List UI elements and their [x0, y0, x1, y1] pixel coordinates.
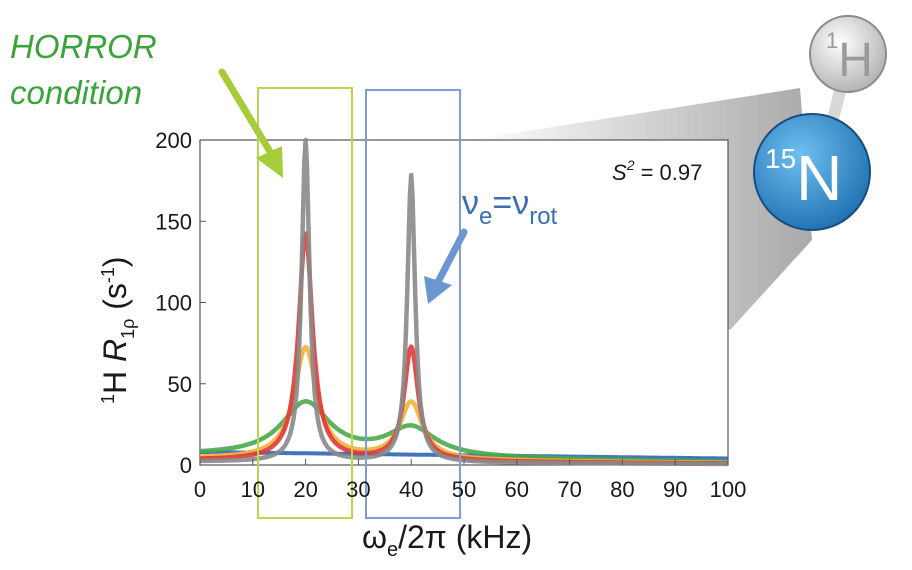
y-axis-presup: 1: [98, 394, 118, 404]
y-axis-unit-close: ): [97, 256, 133, 267]
hydrogen-atom: [809, 15, 887, 93]
molecule-graphic: 1H 15N: [753, 15, 887, 231]
horror-arrow: [218, 68, 283, 178]
horror-box: [257, 87, 353, 519]
horror-label-line2: condition: [10, 74, 142, 111]
x-tick-label: 30: [346, 477, 370, 502]
s2-value: = 0.97: [634, 160, 702, 185]
s2-symbol: S: [612, 160, 627, 185]
x-axis-rest: /2π (kHz): [398, 519, 532, 555]
y-axis-unit-open: (s: [97, 283, 133, 319]
rotary-box: [365, 89, 461, 519]
x-tick-label: 0: [194, 477, 206, 502]
nu-e-symbol: ν: [462, 184, 479, 222]
nitrogen-atom: [753, 113, 871, 231]
x-tick-label: 70: [557, 477, 581, 502]
x-tick-label: 20: [293, 477, 317, 502]
s2-sup: 2: [626, 157, 635, 173]
x-axis-omega: ω: [362, 519, 387, 555]
y-tick-label: 0: [180, 453, 192, 478]
y-tick-label: 100: [155, 291, 192, 316]
nu-rot-symbol: ν: [512, 184, 529, 222]
hydrogen-label: 1H: [826, 28, 873, 87]
nu-equals: =: [492, 184, 512, 222]
hydrogen-mass: 1: [826, 28, 838, 53]
x-tick-label: 60: [505, 477, 529, 502]
nitrogen-mass: 15: [765, 143, 796, 174]
x-tick-label: 40: [399, 477, 423, 502]
x-axis-sub: e: [387, 539, 398, 561]
x-tick-label: 80: [610, 477, 634, 502]
y-axis-sub: 1ρ: [118, 319, 138, 339]
nu-e-sub: e: [479, 203, 492, 230]
nitrogen-label: 15N: [765, 142, 842, 214]
y-axis-unit-sup: -1: [98, 267, 118, 283]
y-tick-label: 200: [155, 128, 192, 153]
hydrogen-symbol: H: [838, 34, 873, 87]
x-tick-label: 10: [241, 477, 265, 502]
x-axis-label: ωe/2π (kHz): [362, 519, 532, 561]
x-tick-label: 100: [710, 477, 747, 502]
horror-label-line1: HORROR: [10, 28, 157, 65]
nitrogen-symbol: N: [796, 142, 842, 214]
y-axis-r: R: [97, 339, 133, 362]
nu-annotation: νe=νrot: [462, 184, 558, 230]
rotary-arrow: [424, 228, 468, 304]
y-tick-label: 50: [168, 372, 192, 397]
x-tick-label: 90: [663, 477, 687, 502]
y-axis-label: 1H R1ρ (s-1): [97, 256, 138, 404]
x-tick-label: 50: [452, 477, 476, 502]
ticks-group: 0 10 20 30 40 50 60 70 80 90 100 0 50 100 150 200: [155, 128, 746, 502]
y-tick-label: 150: [155, 209, 192, 234]
nu-rot-sub: rot: [529, 203, 557, 230]
y-axis-h: H: [97, 362, 133, 394]
s2-annotation: S2 = 0.97: [612, 157, 702, 185]
